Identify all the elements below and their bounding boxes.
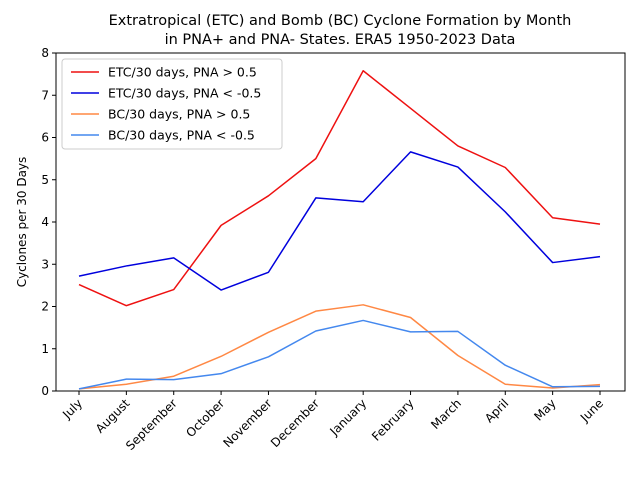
legend-label-3: BC/30 days, PNA > 0.5 bbox=[108, 107, 250, 122]
y-tick-label: 7 bbox=[41, 88, 49, 102]
y-tick-label: 1 bbox=[41, 342, 49, 356]
legend-box bbox=[61, 58, 283, 150]
plot-series-group bbox=[78, 70, 601, 390]
y-tick-label: 6 bbox=[41, 131, 49, 145]
y-tick-label: 5 bbox=[41, 173, 49, 187]
series-line-3 bbox=[78, 304, 601, 390]
y-tick-label: 2 bbox=[41, 300, 49, 314]
y-tick-label: 3 bbox=[41, 257, 49, 271]
legend-label-1: ETC/30 days, PNA > 0.5 bbox=[108, 65, 257, 80]
y-axis-ticks: 0 1 2 3 4 5 6 7 8 bbox=[41, 46, 56, 398]
y-tick-label: 4 bbox=[41, 215, 49, 229]
series-line-1 bbox=[78, 70, 601, 307]
y-axis-label: Cyclones per 30 Days bbox=[15, 157, 29, 288]
series-line-2 bbox=[78, 151, 601, 291]
y-tick-label: 0 bbox=[41, 384, 49, 398]
y-tick-label: 8 bbox=[41, 46, 49, 60]
chart-title-line-2: in PNA+ and PNA- States. ERA5 1950-2023 … bbox=[165, 32, 516, 48]
series-line-4 bbox=[78, 319, 601, 390]
legend-label-4: BC/30 days, PNA < -0.5 bbox=[108, 128, 255, 143]
legend-label-2: ETC/30 days, PNA < -0.5 bbox=[108, 86, 261, 101]
chart-title-line-1: Extratropical (ETC) and Bomb (BC) Cyclon… bbox=[109, 13, 572, 29]
legend: ETC/30 days, PNA > 0.5 ETC/30 days, PNA <… bbox=[61, 58, 283, 150]
